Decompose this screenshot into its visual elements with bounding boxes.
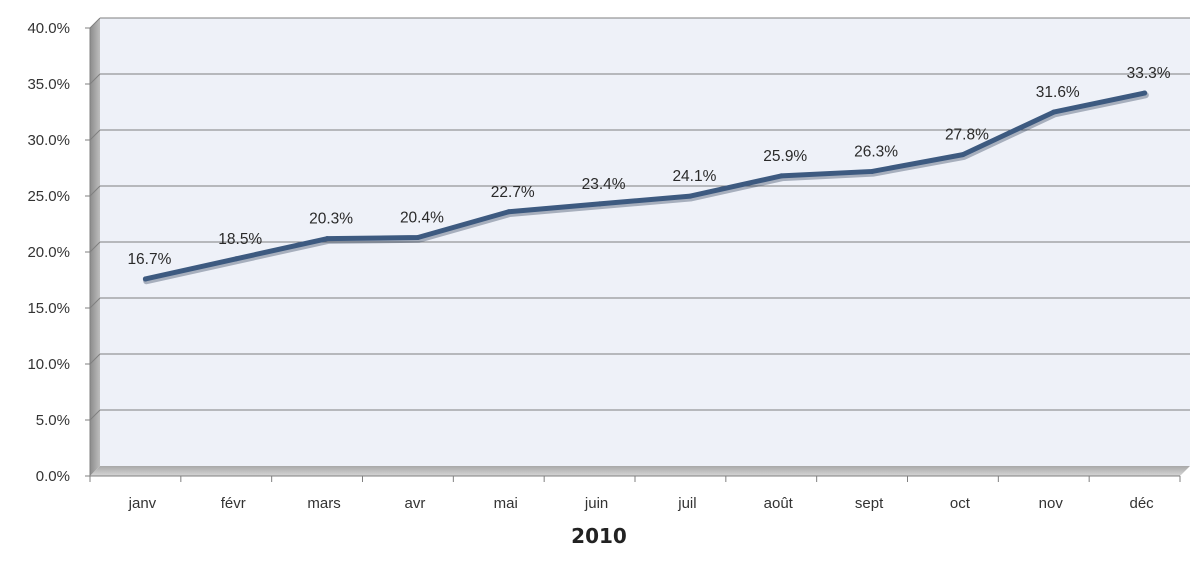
data-label: 31.6% (1036, 84, 1080, 101)
data-label: 26.3% (854, 143, 898, 160)
data-label: 20.4% (400, 210, 444, 227)
data-label: 27.8% (945, 127, 989, 144)
data-point (960, 152, 966, 158)
gridline-depth (89, 17, 101, 29)
data-point (142, 276, 148, 282)
gridline-depth (89, 73, 101, 85)
data-point (1051, 109, 1057, 115)
gridline-depth (89, 129, 101, 141)
data-labels: 16.7% 18.5% 20.3% 20.4% 22.7% 23.4% 24.1% 25.9%… (127, 65, 1170, 268)
data-label: 20.3% (309, 211, 353, 228)
y-tick-label: 0.0% (36, 468, 70, 485)
x-tick-label: janv (128, 495, 157, 512)
x-tick-label: juil (677, 495, 696, 512)
gridline-depth (89, 185, 101, 197)
y-axis: 0.0% 5.0% 10.0% 15.0% 20.0% 25.0% 30.0% 35.0% 40… (27, 20, 91, 485)
x-tick-label: sept (855, 495, 884, 512)
plot-floor (90, 466, 1190, 476)
data-point (778, 173, 784, 179)
series-group (142, 90, 1149, 285)
y-tick-label: 15.0% (27, 300, 70, 317)
y-tick-label: 5.0% (36, 412, 70, 429)
gridline-depth (89, 297, 101, 309)
y-tick-label: 20.0% (27, 244, 70, 261)
x-tick-label: déc (1129, 495, 1154, 512)
x-tick-label: août (764, 495, 794, 512)
x-tick-label: mai (494, 495, 518, 512)
data-label: 22.7% (491, 184, 535, 201)
data-label: 24.1% (672, 168, 716, 185)
data-point (324, 236, 330, 242)
x-tick-label: mars (307, 495, 340, 512)
data-point (869, 168, 875, 174)
gridline-depth (89, 353, 101, 365)
data-label: 33.3% (1127, 65, 1171, 82)
x-tick-label: oct (950, 495, 971, 512)
data-point (415, 235, 421, 241)
gridline-depth (89, 241, 101, 253)
data-label: 18.5% (218, 231, 262, 248)
gridline-depth (89, 409, 101, 421)
gridlines (89, 17, 1190, 421)
data-label: 25.9% (763, 148, 807, 165)
data-point (1142, 90, 1148, 96)
y-tick-label: 40.0% (27, 20, 70, 37)
data-point (597, 201, 603, 207)
y-tick-label: 35.0% (27, 76, 70, 93)
x-tick-label: avr (404, 495, 425, 512)
x-tick-label: juin (584, 495, 608, 512)
y-tick-label: 10.0% (27, 356, 70, 373)
y-tick-label: 25.0% (27, 188, 70, 205)
data-label: 23.4% (582, 176, 626, 193)
x-axis: janv févr mars avr mai juin juil août sept oct nov… (89, 475, 1181, 512)
data-label: 16.7% (127, 251, 171, 268)
data-point (506, 209, 512, 215)
series-line (142, 90, 1148, 282)
x-tick-label: févr (221, 495, 246, 512)
chart-title: 2010 (571, 524, 627, 548)
data-point (687, 193, 693, 199)
x-tick-label: nov (1039, 495, 1064, 512)
data-point (233, 256, 239, 262)
y-tick-label: 30.0% (27, 132, 70, 149)
